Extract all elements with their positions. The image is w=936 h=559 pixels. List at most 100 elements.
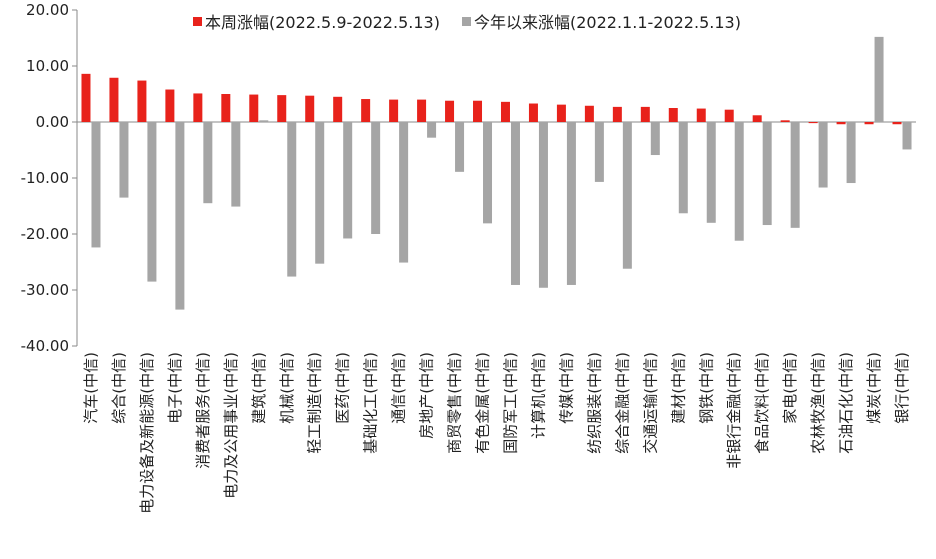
bar-ytd: [455, 122, 465, 172]
bar-weekly: [137, 80, 147, 122]
bar-ytd: [566, 122, 576, 285]
bar-weekly: [249, 94, 259, 122]
bar-weekly: [724, 109, 734, 122]
x-tick-label: 消费者服务(中信): [194, 352, 212, 469]
bar-ytd: [706, 122, 716, 223]
bar-ytd: [427, 122, 437, 138]
bar-weekly: [417, 99, 427, 122]
bar-ytd: [678, 122, 688, 214]
bar-weekly: [696, 108, 706, 122]
bar-weekly: [836, 122, 846, 125]
y-tick-label: -20.00: [21, 225, 69, 243]
bar-weekly: [528, 103, 538, 122]
bar-weekly: [892, 122, 902, 125]
bar-weekly: [445, 100, 455, 122]
bar-weekly: [752, 115, 762, 122]
y-tick-label: -10.00: [21, 169, 69, 187]
y-tick-label: -30.00: [21, 281, 69, 299]
x-tick-label: 建筑(中信): [250, 352, 268, 424]
x-tick-label: 汽车(中信): [82, 352, 100, 424]
bar-ytd: [734, 122, 744, 241]
bar-ytd: [315, 122, 325, 264]
bar-ytd: [846, 122, 856, 184]
legend: 本周涨幅(2022.5.9-2022.5.13) 今年以来涨幅(2022.1.1…: [193, 13, 741, 32]
y-axis: 20.00 10.00 0.00 -10.00 -20.00 -30.00 -40.00: [21, 1, 916, 355]
bar-weekly: [109, 77, 119, 122]
x-tick-label: 机械(中信): [278, 352, 296, 424]
bar-ytd: [874, 36, 884, 122]
x-tick-label: 纺织服装(中信): [585, 352, 603, 454]
bar-weekly: [556, 104, 566, 122]
x-tick-label: 煤炭(中信): [865, 352, 883, 424]
bar-weekly: [221, 94, 231, 122]
y-tick-label: 0.00: [36, 113, 69, 131]
bar-ytd: [902, 122, 912, 150]
legend-swatch-ytd: [462, 17, 471, 26]
legend-swatch-weekly: [193, 17, 202, 26]
x-axis-labels: 汽车(中信) 综合(中信) 电力设备及新能源(中信) 电子(中信) 消费者服务(中信) 电…: [82, 352, 911, 514]
x-tick-label: 综合金融(中信): [613, 352, 631, 454]
bar-weekly: [612, 106, 622, 122]
bar-weekly: [780, 120, 790, 122]
bar-ytd: [650, 122, 660, 156]
bar-weekly: [864, 122, 874, 125]
bar-ytd: [510, 122, 520, 285]
bar-ytd: [231, 122, 241, 207]
bar-ytd: [175, 122, 185, 310]
bar-ytd: [343, 122, 353, 239]
x-tick-label: 建材(中信): [669, 352, 687, 424]
x-tick-label: 计算机(中信): [529, 352, 547, 439]
bar-weekly: [361, 99, 371, 122]
bar-ytd: [399, 122, 409, 263]
y-tick-label: -40.00: [21, 337, 69, 355]
y-tick-label: 20.00: [26, 1, 69, 19]
x-tick-label: 家电(中信): [781, 352, 799, 424]
x-tick-label: 电力及公用事业(中信): [222, 352, 240, 499]
bar-ytd: [483, 122, 493, 224]
bar-weekly: [333, 96, 343, 122]
bar-weekly: [473, 100, 483, 122]
x-tick-label: 房地产(中信): [418, 352, 436, 439]
bar-ytd: [259, 120, 269, 122]
bar-ytd: [287, 122, 297, 277]
x-tick-label: 电力设备及新能源(中信): [138, 352, 156, 514]
x-tick-label: 有色金属(中信): [474, 352, 492, 454]
bar-ytd: [594, 122, 604, 182]
x-tick-label: 交通运输(中信): [641, 352, 659, 454]
x-tick-label: 农林牧渔(中信): [809, 352, 827, 454]
bar-ytd: [119, 122, 129, 198]
bar-ytd: [147, 122, 157, 282]
bar-weekly: [277, 95, 287, 122]
y-tick-label: 10.00: [26, 57, 69, 75]
legend-label-ytd: 今年以来涨幅(2022.1.1-2022.5.13): [474, 13, 741, 32]
legend-label-weekly: 本周涨幅(2022.5.9-2022.5.13): [205, 13, 440, 32]
x-tick-label: 基础化工(中信): [362, 352, 380, 454]
x-tick-label: 石油石化(中信): [837, 352, 855, 454]
x-tick-label: 综合(中信): [110, 352, 128, 424]
bar-weekly: [81, 73, 91, 122]
x-tick-label: 银行(中信): [893, 352, 911, 424]
x-tick-label: 非银行金融(中信): [725, 352, 743, 469]
bar-weekly: [584, 105, 594, 122]
x-tick-label: 电子(中信): [166, 352, 184, 424]
x-tick-label: 通信(中信): [390, 352, 408, 424]
bar-ytd: [371, 122, 381, 234]
bar-ytd: [91, 122, 101, 248]
bar-weekly: [808, 122, 818, 124]
bars: [81, 36, 912, 310]
bar-weekly: [165, 89, 175, 122]
x-tick-label: 食品饮料(中信): [753, 352, 771, 454]
bar-ytd: [762, 122, 772, 226]
bar-weekly: [305, 95, 315, 122]
bar-ytd: [538, 122, 548, 288]
x-tick-label: 商贸零售(中信): [446, 352, 464, 454]
x-tick-label: 传媒(中信): [557, 352, 575, 424]
x-tick-label: 国防军工(中信): [501, 352, 519, 454]
x-tick-label: 轻工制造(中信): [306, 352, 324, 454]
bar-ytd: [622, 122, 632, 269]
bar-ytd: [790, 122, 800, 228]
bar-ytd: [203, 122, 213, 204]
x-tick-label: 钢铁(中信): [697, 352, 715, 424]
x-tick-label: 医药(中信): [334, 352, 352, 424]
